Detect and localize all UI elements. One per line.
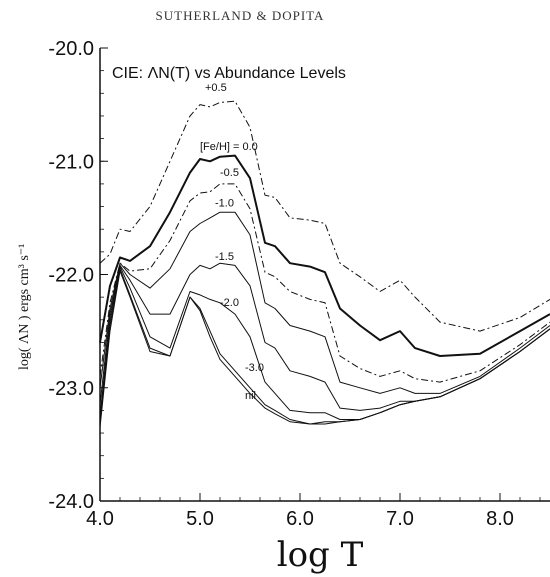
- y-tick-label: -23.0: [48, 378, 94, 400]
- x-tick-label: 8.0: [486, 508, 514, 530]
- y-tick-label: -22.0: [48, 265, 94, 287]
- y-tick-label: -20.0: [48, 38, 94, 60]
- x-tick-label: 7.0: [386, 508, 414, 530]
- series-line: [99, 154, 550, 357]
- x-tick-label: 6.0: [286, 508, 314, 530]
- series-layer: [99, 100, 550, 428]
- series-label: -1.5: [215, 251, 234, 263]
- series-label: +0.5: [205, 82, 227, 94]
- series-line: [99, 262, 550, 411]
- series-label: -2.0: [220, 297, 239, 309]
- axes: -20.0 -21.0 -22.0 -23.0 -24.04.0 5.0 6.0 7.0 8.0: [48, 38, 550, 530]
- series-label: [Fe/H] = 0.0: [200, 141, 258, 153]
- curve-labels: +0.5 [Fe/H] = 0.0 -0.5 -1.0 -1.5 -2.0 -3.0 nil: [200, 82, 264, 402]
- series-label: -3.0: [245, 362, 264, 374]
- series-line: [99, 211, 550, 394]
- y-axis-label: log( ΛN ) ergs cm³ s⁻¹: [17, 244, 32, 370]
- series-line: [99, 270, 550, 428]
- series-label: -1.0: [215, 198, 234, 210]
- y-tick-label: -21.0: [48, 151, 94, 173]
- series-label: -0.5: [220, 167, 239, 179]
- x-tick-label: 4.0: [86, 508, 114, 530]
- series-line: [99, 100, 550, 332]
- series-line: [99, 183, 550, 383]
- page-header: SUTHERLAND & DOPITA: [156, 8, 325, 23]
- series-label: nil: [245, 390, 256, 402]
- series-line: [99, 266, 550, 420]
- x-tick-label: 5.0: [186, 508, 214, 530]
- y-tick-label: -24.0: [48, 491, 94, 513]
- chart-title: CIE: ΛN(T) vs Abundance Levels: [112, 65, 346, 82]
- x-axis-label: log T: [277, 535, 364, 575]
